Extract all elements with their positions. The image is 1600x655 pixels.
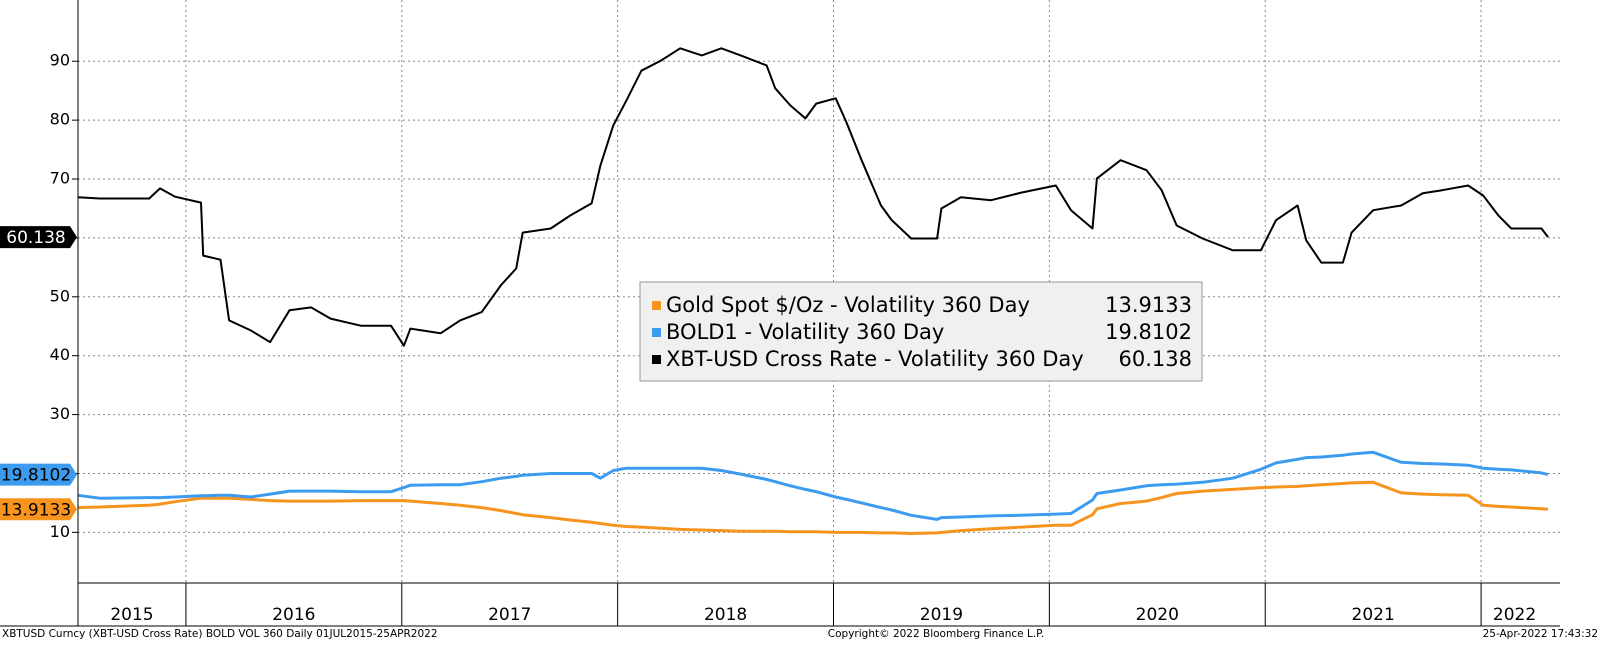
footer-left: XBTUSD Curncy (XBT-USD Cross Rate) BOLD … [2,628,438,640]
x-tick-label: 2018 [704,605,747,625]
legend-marker [652,328,661,337]
value-tag-label: 19.8102 [1,466,71,486]
footer-right: 25-Apr-2022 17:43:32 [1483,628,1598,640]
legend-value: 60.138 [1119,347,1192,371]
x-tick-label: 2021 [1352,605,1395,625]
y-tick-label: 50 [50,286,70,305]
legend-label: BOLD1 - Volatility 360 Day [666,320,944,344]
value-tag-label: 13.9133 [1,500,71,520]
legend-marker [652,355,661,364]
y-tick-label: 40 [50,345,70,364]
legend: Gold Spot $/Oz - Volatility 360 Day 13.91… [639,281,1203,382]
x-tick-label: 2016 [272,605,315,625]
value-tag [0,463,77,486]
y-tick-label: 90 [50,51,70,70]
y-tick-label: 70 [50,169,70,188]
lines [77,47,1549,535]
y-tick-label: 10 [50,522,70,541]
series-line [77,450,1549,521]
x-tick-label: 2022 [1493,605,1536,625]
legend-box [639,281,1203,382]
series-line [77,480,1549,535]
x-tick-label: 2020 [1136,605,1179,625]
x-tick-label: 2017 [488,605,531,625]
legend-value: 13.9133 [1105,293,1192,317]
value-tag-label: 60.138 [6,228,65,248]
legend-label: XBT-USD Cross Rate - Volatility 360 Day [666,347,1084,371]
legend-value: 19.8102 [1105,320,1192,344]
y-tick-label: 30 [50,404,70,423]
y-tick-label: 80 [50,110,70,129]
footer-center: Copyright© 2022 Bloomberg Finance L.P. [828,628,1044,640]
value-tag [0,226,77,249]
value-tag [0,498,77,521]
legend-marker [652,301,661,310]
x-tick-label: 2019 [920,605,963,625]
last-value-tags: 13.9133 19.8102 60.138 [0,226,77,521]
series-line [77,47,1549,347]
legend-label: Gold Spot $/Oz - Volatility 360 Day [666,293,1030,317]
x-tick-label: 2015 [110,605,153,625]
grid [78,0,1560,583]
